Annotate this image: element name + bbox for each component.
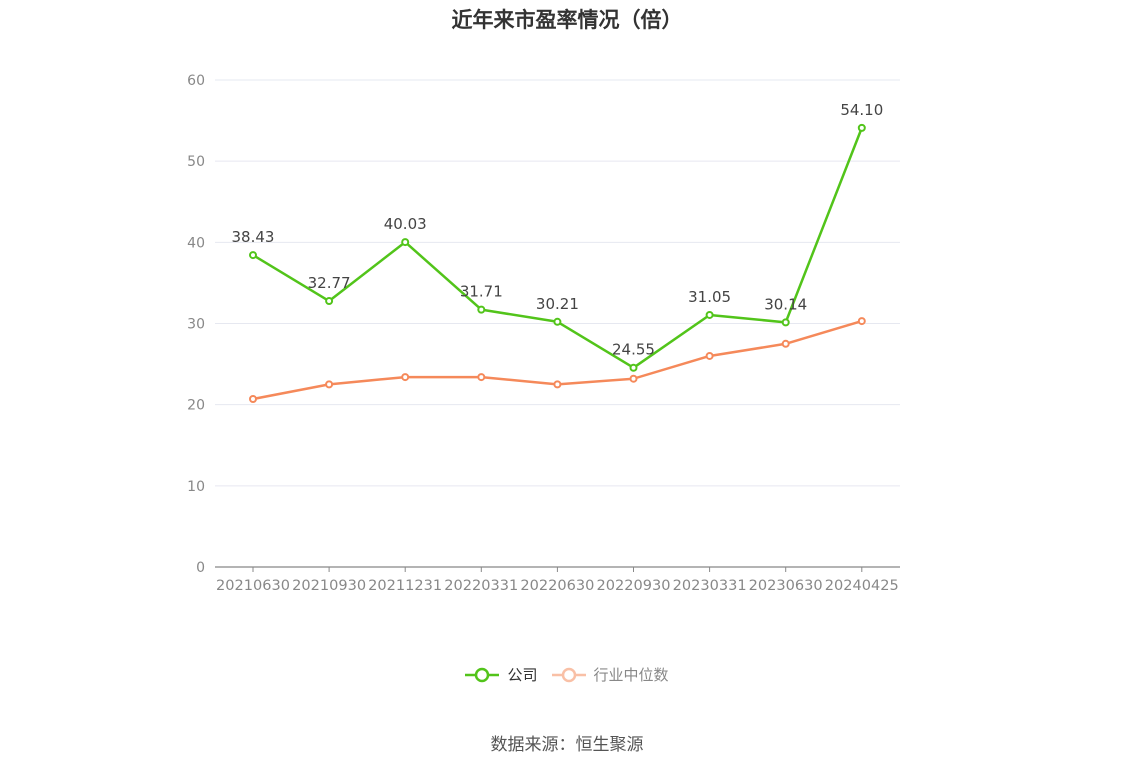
series-layer [249, 123, 866, 403]
legend-label-company: 公司 [507, 666, 538, 684]
data-point [477, 305, 486, 314]
data-point [249, 251, 257, 260]
data-point [781, 339, 790, 348]
legend: 公司 行业中位数 [0, 664, 1134, 685]
data-point [629, 374, 638, 383]
data-point [401, 238, 410, 247]
data-point [857, 317, 866, 326]
data-point [401, 373, 410, 382]
y-tick-label: 60 [187, 73, 205, 89]
data-point [781, 318, 790, 327]
data-point [705, 351, 714, 360]
data-point [553, 317, 562, 326]
legend-item-industry-median[interactable]: 行业中位数 [551, 664, 669, 685]
x-tick-label: 20210930 [292, 578, 366, 594]
y-tick-label: 0 [196, 560, 205, 576]
data-point [325, 297, 334, 306]
x-tick-label: 20220630 [520, 578, 594, 594]
data-label: 38.43 [232, 228, 275, 246]
data-label: 30.14 [764, 295, 807, 313]
x-tick-label: 20230331 [673, 578, 747, 594]
data-point [705, 310, 714, 319]
legend-label-industry-median: 行业中位数 [593, 666, 669, 684]
y-tick-label: 20 [187, 398, 205, 414]
y-tick-label: 40 [187, 235, 205, 251]
x-tick-label: 20220331 [444, 578, 518, 594]
x-tick-label: 20210630 [216, 578, 290, 594]
data-label: 30.21 [536, 295, 579, 313]
x-tick-label: 20211231 [368, 578, 442, 594]
data-point [325, 380, 334, 389]
data-point [553, 380, 562, 389]
y-tick-label: 50 [187, 154, 205, 170]
legend-line-circle-icon [465, 667, 500, 682]
data-label: 40.03 [384, 215, 427, 233]
data-label: 24.55 [612, 341, 655, 359]
y-tick-label: 30 [187, 317, 205, 333]
data-source: 数据来源：恒生聚源 [490, 735, 644, 755]
data-label: 31.05 [688, 288, 731, 306]
x-tick-label: 20220930 [597, 578, 671, 594]
data-label: 32.77 [308, 274, 351, 292]
data-point [857, 123, 866, 132]
legend-line-circle-icon [551, 667, 586, 682]
x-tick-label: 20240425 [825, 578, 899, 594]
data-label-layer: 38.43 32.77 40.03 31.71 30.21 24.55 31.05 30.14… [232, 101, 884, 359]
x-tick-label: 20230630 [749, 578, 823, 594]
data-point [477, 373, 486, 382]
data-label: 31.71 [460, 283, 503, 301]
data-point [249, 394, 257, 403]
legend-item-company[interactable]: 公司 [465, 664, 538, 685]
data-point [629, 363, 638, 372]
chart-title: 近年来市盈率情况（倍） [451, 8, 683, 32]
y-tick-label: 10 [187, 479, 205, 495]
data-label: 54.10 [840, 101, 883, 119]
series-line [251, 126, 864, 369]
